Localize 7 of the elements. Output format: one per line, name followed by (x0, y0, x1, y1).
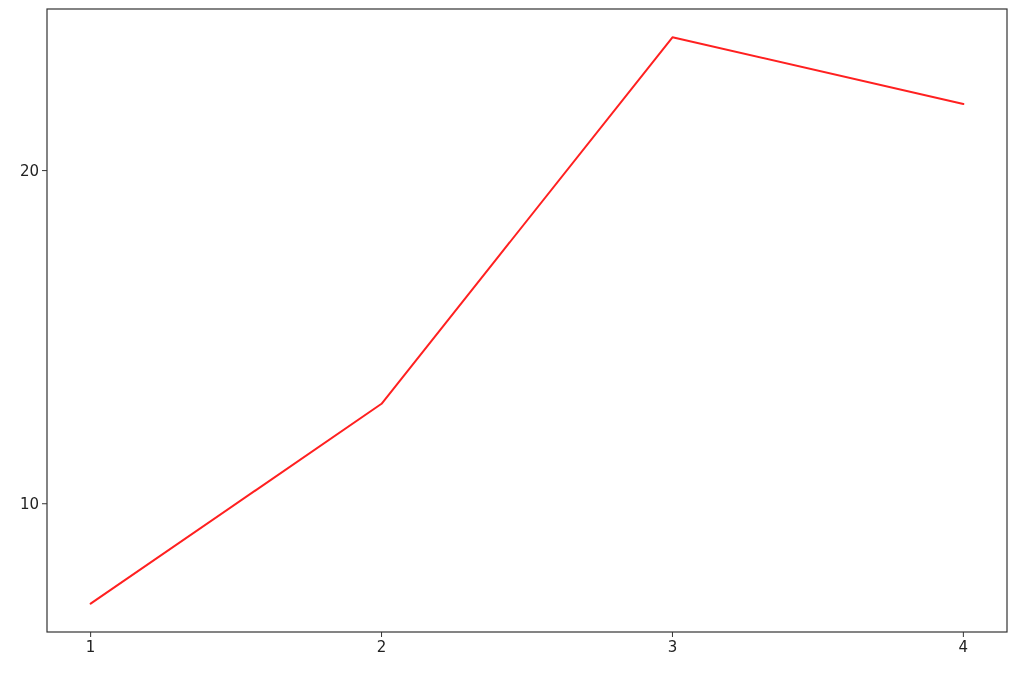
line-series (89, 36, 965, 605)
x-tick-label: 3 (667, 638, 678, 656)
x-tick-label: 2 (376, 638, 387, 656)
y-tick-label: 20 (19, 161, 39, 180)
x-tick-label: 1 (85, 638, 96, 656)
y-tick-label: 10 (19, 494, 39, 513)
x-tick-label: 4 (958, 638, 969, 656)
